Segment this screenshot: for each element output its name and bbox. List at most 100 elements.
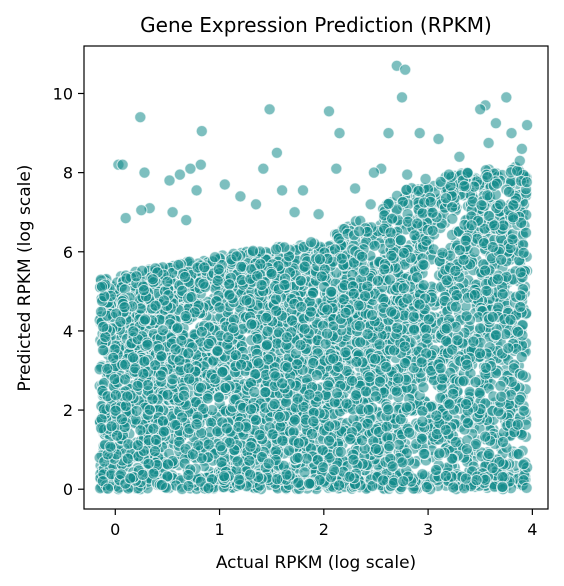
data-point <box>95 305 108 318</box>
data-point <box>439 423 452 436</box>
data-point <box>354 336 367 349</box>
data-point <box>305 427 319 441</box>
data-point <box>369 442 382 455</box>
data-point <box>244 440 257 453</box>
data-point <box>173 354 186 367</box>
data-point <box>397 246 410 260</box>
data-point <box>141 379 154 392</box>
data-point <box>212 263 225 276</box>
data-point <box>214 440 227 453</box>
data-point <box>474 322 487 335</box>
data-point <box>95 422 108 435</box>
data-point <box>382 197 395 210</box>
data-point <box>506 233 519 246</box>
chart-title: Gene Expression Prediction (RPKM) <box>140 13 492 37</box>
data-point <box>156 415 170 428</box>
data-point <box>334 445 347 458</box>
data-point <box>434 175 447 188</box>
data-point <box>479 430 492 443</box>
data-point <box>513 393 526 406</box>
data-point <box>201 392 214 405</box>
data-point <box>520 481 533 494</box>
data-point <box>386 460 399 473</box>
data-point <box>407 310 420 323</box>
data-point <box>514 289 527 302</box>
data-point <box>235 358 248 371</box>
data-point <box>149 359 162 372</box>
data-point <box>278 278 291 292</box>
data-point <box>251 332 264 346</box>
data-point <box>323 451 336 464</box>
data-point <box>111 429 124 442</box>
data-point <box>473 386 486 399</box>
data-point <box>378 263 391 276</box>
data-point <box>182 362 195 375</box>
data-point <box>520 176 533 189</box>
data-point <box>291 451 304 464</box>
data-point <box>412 184 425 198</box>
data-point <box>194 475 207 488</box>
data-point <box>101 362 114 375</box>
data-point <box>305 236 318 249</box>
data-point <box>339 306 352 319</box>
data-point <box>400 401 413 414</box>
data-point <box>420 332 433 345</box>
data-point <box>397 475 410 488</box>
data-point <box>369 352 382 366</box>
data-point <box>358 264 371 277</box>
data-point <box>430 463 443 477</box>
data-point <box>459 398 473 411</box>
data-point <box>491 273 504 286</box>
data-point <box>483 447 496 461</box>
data-point <box>511 325 525 338</box>
data-point <box>298 260 311 273</box>
data-point <box>453 244 466 257</box>
data-point <box>447 481 460 494</box>
data-point <box>265 267 278 280</box>
data-point <box>208 251 222 264</box>
data-point <box>400 183 413 196</box>
data-point <box>494 379 507 393</box>
data-point <box>353 319 366 332</box>
data-point <box>416 468 429 481</box>
data-point <box>310 369 323 382</box>
data-point <box>244 468 257 481</box>
data-point <box>315 270 328 283</box>
data-point <box>511 164 524 177</box>
data-point <box>439 192 453 205</box>
data-point <box>468 246 481 259</box>
data-point <box>517 246 530 259</box>
data-point <box>386 212 399 225</box>
data-point <box>496 435 510 449</box>
data-point <box>366 308 379 322</box>
data-point <box>449 436 462 449</box>
data-point <box>430 409 443 422</box>
data-point <box>383 273 396 286</box>
data-point <box>298 466 311 479</box>
data-point <box>515 350 528 364</box>
data-point <box>148 445 161 458</box>
data-point <box>486 462 499 475</box>
data-point <box>415 432 429 445</box>
data-point <box>339 346 352 359</box>
data-point <box>417 258 430 271</box>
data-point <box>482 209 496 223</box>
data-point <box>109 404 122 417</box>
data-point <box>235 260 248 273</box>
data-point <box>433 447 446 460</box>
data-point <box>459 472 473 485</box>
data-point <box>382 403 395 416</box>
data-point <box>408 323 421 336</box>
data-point <box>166 373 179 386</box>
data-point <box>486 310 499 324</box>
data-point <box>449 264 462 277</box>
data-point <box>240 294 253 307</box>
data-point <box>362 403 375 416</box>
data-point <box>440 274 453 287</box>
data-point <box>417 279 430 292</box>
data-point <box>248 385 261 399</box>
data-point <box>130 270 143 283</box>
data-point <box>340 397 353 410</box>
data-point <box>459 234 472 247</box>
